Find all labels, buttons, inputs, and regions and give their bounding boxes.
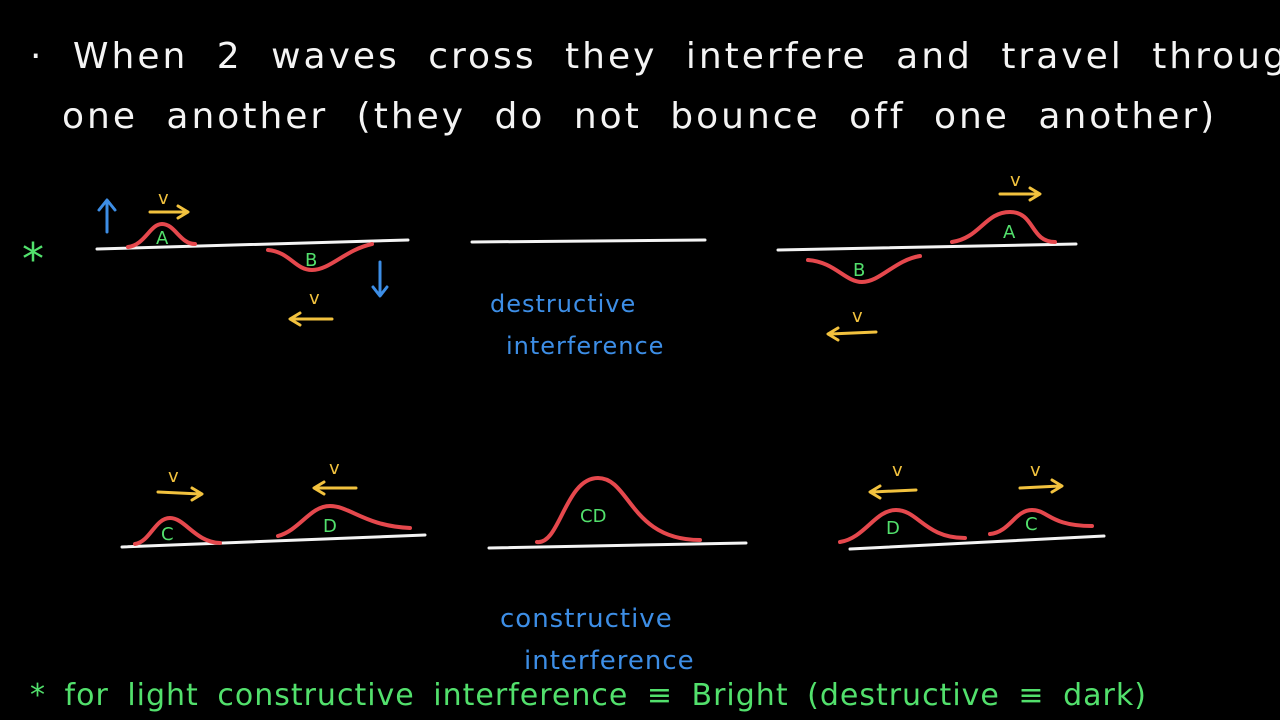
pulse-a-label: A [156, 228, 169, 249]
right-arrow-icon [156, 486, 204, 502]
right-arrow-icon [148, 204, 190, 220]
heading-line-1: · When 2 waves cross they interfere and … [30, 36, 1280, 77]
pulse-a-label: A [1003, 222, 1016, 243]
diagram-after-destructive: A B v v [776, 170, 1078, 342]
velocity-label: v [1030, 460, 1041, 481]
pulse-c [133, 515, 222, 546]
pulse-b-label: B [305, 250, 317, 271]
velocity-label: v [309, 288, 320, 309]
down-arrow-icon [371, 260, 389, 298]
diagram-before-destructive: A B v v [95, 188, 410, 327]
left-arrow-icon [868, 484, 918, 500]
right-arrow-icon [1018, 478, 1064, 494]
string-line [848, 534, 1106, 551]
pulse-c-label: C [161, 524, 174, 545]
destructive-label-1: destructive [490, 290, 637, 318]
velocity-label: v [329, 458, 340, 479]
string-line [120, 533, 427, 549]
pulse-a [126, 221, 197, 249]
diagram-before-constructive: C D v v [120, 458, 427, 549]
pulse-b [806, 254, 922, 285]
light-note: * for light constructive interference ≡ … [30, 678, 1147, 713]
pulse-d [838, 507, 967, 544]
pulse-c [988, 507, 1094, 536]
pulse-b [266, 242, 374, 273]
left-arrow-icon [288, 311, 334, 327]
velocity-label: v [168, 466, 179, 487]
destructive-label-2: interference [506, 332, 665, 360]
velocity-label: v [158, 188, 169, 209]
pulse-b-label: B [853, 260, 865, 281]
heading-line-2: one another (they do not bounce off one … [62, 96, 1218, 137]
up-arrow-icon [97, 198, 117, 234]
pulse-c-label: C [1025, 514, 1038, 535]
diagram-constructive: CD [487, 475, 748, 550]
diagram-after-constructive: D C v v [838, 460, 1106, 551]
string-line [95, 238, 410, 251]
pulse-cd [535, 475, 702, 544]
velocity-label: v [852, 306, 863, 327]
destructive-flat-line [470, 238, 707, 244]
string-line [776, 242, 1078, 252]
constructive-label-2: interference [524, 646, 695, 676]
pulse-d-label: D [323, 516, 337, 537]
velocity-label: v [892, 460, 903, 481]
pulse-d-label: D [886, 518, 900, 539]
velocity-label: v [1010, 170, 1021, 191]
left-arrow-icon [312, 480, 358, 496]
left-arrow-icon [826, 326, 878, 342]
bullet: · [30, 36, 45, 77]
heading-text-1: When 2 waves cross they interfere and tr… [72, 36, 1280, 77]
constructive-label-1: constructive [500, 604, 673, 634]
right-arrow-icon [998, 186, 1042, 202]
pulse-a [950, 209, 1057, 244]
pulse-d [276, 503, 412, 538]
string-line [487, 541, 748, 550]
star-icon: * [22, 234, 44, 285]
pulse-cd-label: CD [580, 506, 606, 527]
